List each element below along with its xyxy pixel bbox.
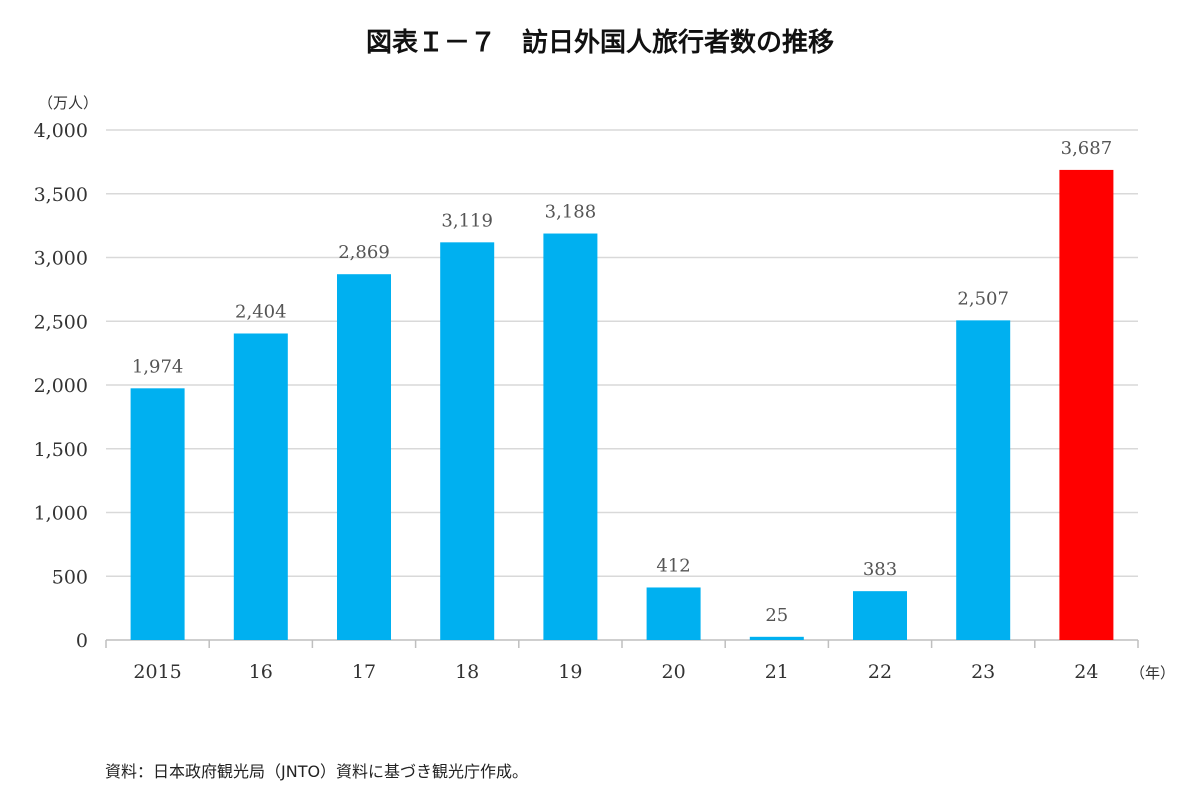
y-tick-label: 1,000 — [34, 503, 88, 525]
y-unit-label: （万人） — [38, 94, 98, 112]
data-label: 2,869 — [338, 242, 390, 263]
y-tick-label: 1,500 — [34, 439, 88, 461]
data-label: 3,119 — [441, 210, 493, 231]
x-tick-label: 20 — [662, 661, 686, 683]
data-label: 2,404 — [235, 301, 287, 322]
y-tick-label: 0 — [76, 630, 88, 652]
bars — [130, 169, 1114, 640]
bar-2015 — [130, 388, 185, 640]
x-tick-label: 17 — [352, 661, 376, 683]
x-unit-label: （年） — [1130, 664, 1175, 682]
x-tick-label: 19 — [558, 661, 582, 683]
data-label: 1,974 — [132, 356, 184, 377]
y-tick-label: 2,000 — [34, 375, 88, 397]
bar-17 — [337, 274, 391, 640]
x-tick-label: 24 — [1074, 661, 1098, 683]
bar-18 — [440, 242, 495, 640]
x-tick-label: 18 — [455, 661, 479, 683]
bar-23 — [956, 320, 1011, 640]
bar-22 — [853, 591, 907, 640]
x-tick-label: 23 — [971, 661, 995, 683]
chart-title: 図表Ｉ－７ 訪日外国人旅行者数の推移 — [365, 28, 834, 58]
data-label: 2,507 — [957, 288, 1009, 309]
x-tick-label: 22 — [868, 661, 892, 683]
labels: 0 500 1,000 1,500 2,000 2,500 3,000 3,500 4,000 1… — [34, 94, 1175, 683]
data-label: 25 — [765, 605, 788, 626]
y-tick-label: 2,500 — [34, 311, 88, 333]
data-label: 3,188 — [545, 202, 597, 223]
data-label: 383 — [863, 559, 897, 580]
x-tick-label: 21 — [765, 661, 789, 683]
bar-20 — [646, 587, 701, 640]
data-label: 3,687 — [1061, 138, 1113, 159]
data-label: 412 — [656, 555, 690, 576]
y-tick-label: 500 — [52, 566, 88, 588]
bar-24 — [1059, 169, 1114, 640]
x-tick-label: 16 — [249, 661, 273, 683]
bar-16 — [233, 333, 288, 640]
axes — [105, 639, 1139, 648]
y-tick-label: 3,500 — [34, 184, 88, 206]
bar-21 — [749, 636, 804, 640]
x-tick-label: 2015 — [133, 661, 181, 683]
y-tick-label: 3,000 — [34, 248, 88, 270]
source-note: 資料：日本政府観光局（JNTO）資料に基づき観光庁作成。 — [105, 762, 529, 781]
y-tick-label: 4,000 — [34, 120, 88, 142]
bar-19 — [543, 233, 598, 640]
